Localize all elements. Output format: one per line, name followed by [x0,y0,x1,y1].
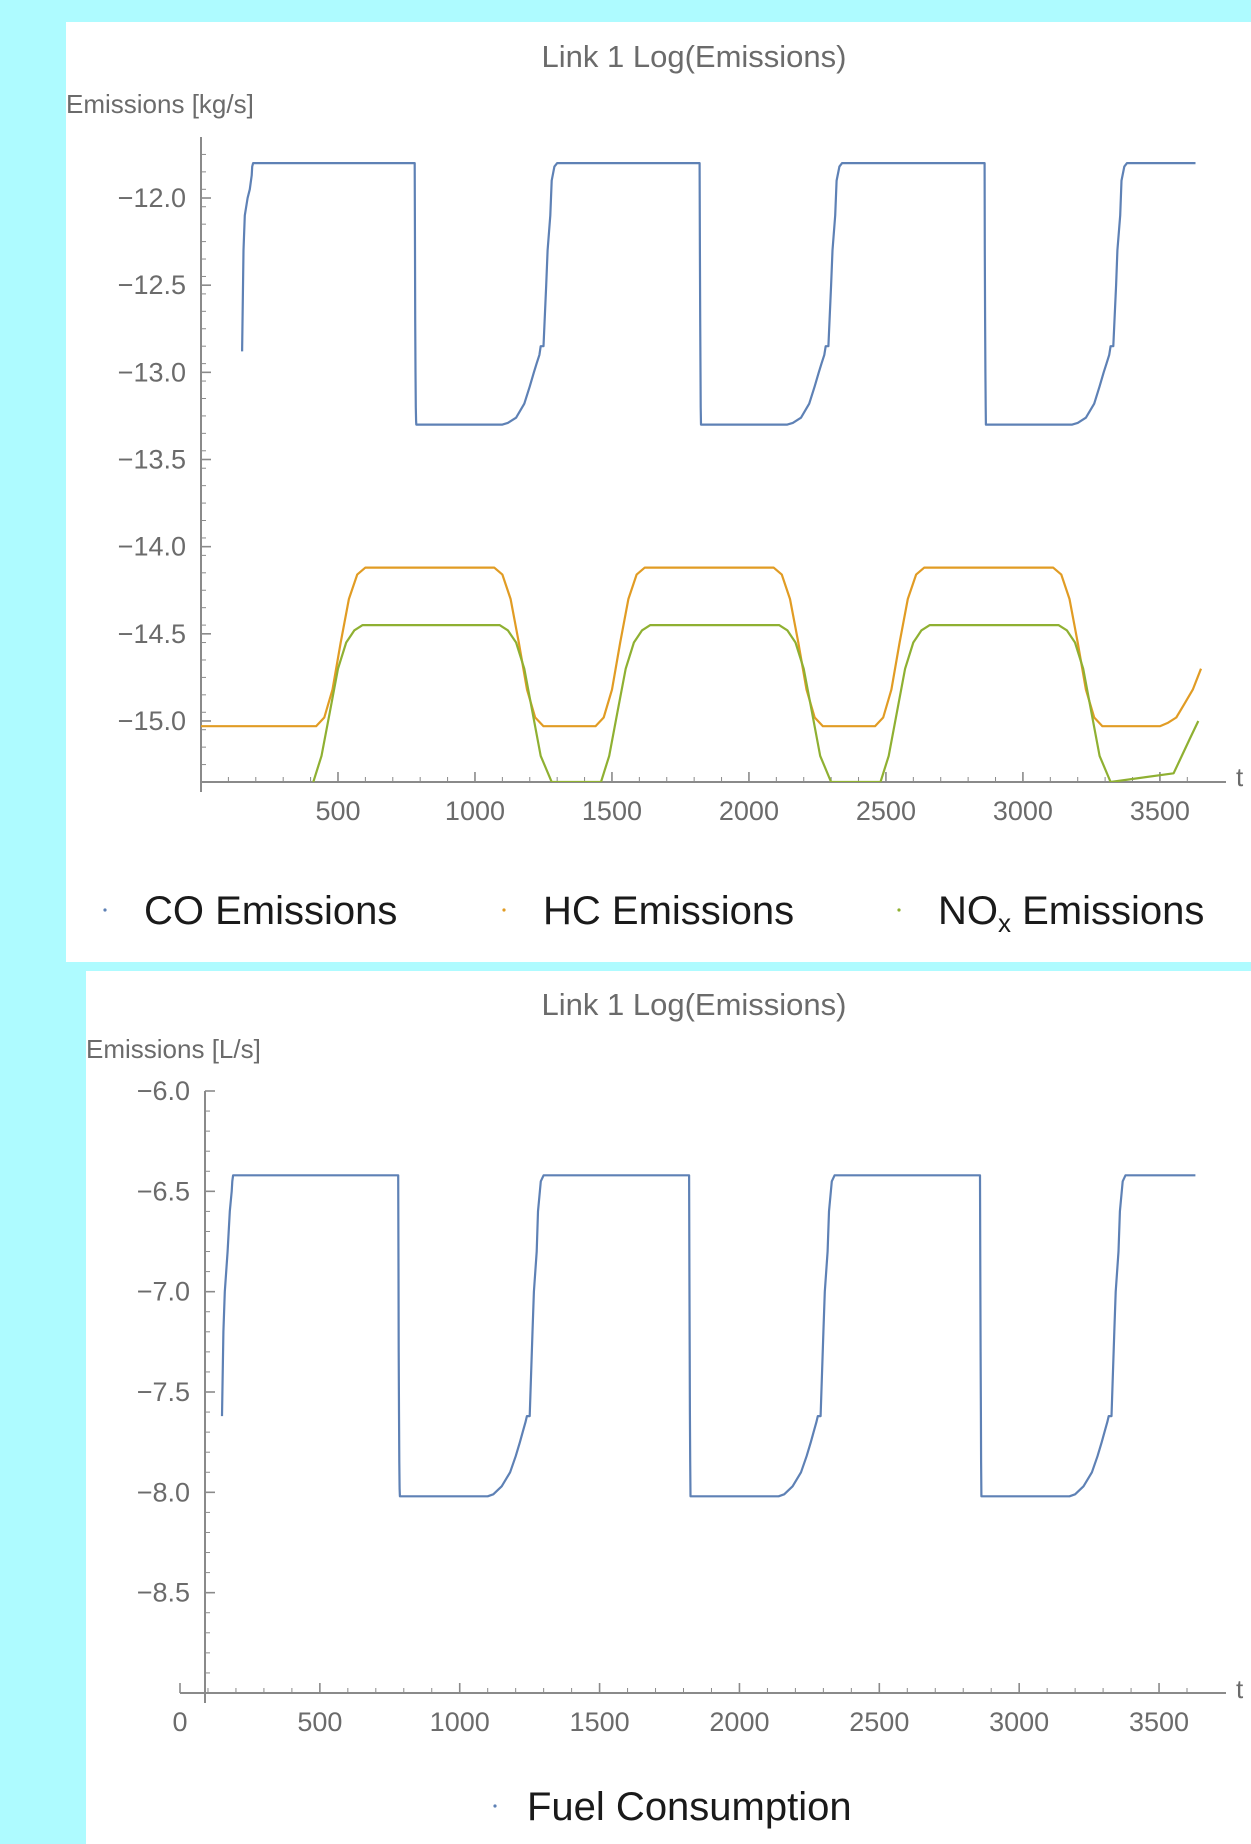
x-tick-label: 500 [315,796,360,826]
x-axis-label: t [1236,762,1244,792]
y-tick-label: −7.5 [137,1377,190,1407]
fuel-chart-panel: Link 1 Log(Emissions) Emissions [L/s] t … [86,971,1251,1844]
x-tick-label: 1500 [570,1707,630,1737]
y-tick-label: −8.0 [137,1477,190,1507]
y-tick-label: −12.0 [118,183,186,213]
legend-marker-hc [502,908,506,912]
x-tick-label: 3500 [1129,1707,1189,1737]
y-tick-label: −6.0 [137,1076,190,1106]
y-tick-label: −14.5 [118,619,186,649]
series-line-0 [241,162,1196,426]
y-tick-label: −14.0 [118,532,186,562]
x-tick-label: 2500 [856,796,916,826]
series-line-2 [312,623,1200,782]
axes: 0 500 1000 1500 2000 2500 3000 3500 −6.0 −6.5 −7.0… [137,1076,1226,1737]
x-tick-label: 2000 [719,796,779,826]
legend-label-nox: NOx Emissions [938,889,1204,938]
y-tick-label: −8.5 [137,1578,190,1608]
legend-label-hc: HC Emissions [543,889,794,933]
chart-title: Link 1 Log(Emissions) [542,39,847,74]
y-tick-label: −13.5 [118,445,186,475]
series-line-0 [220,1174,1196,1498]
legend-label-nox-sub: x [998,908,1011,938]
series-line-1 [201,566,1203,728]
x-tick-label: 2500 [849,1707,909,1737]
legend-label-fuel: Fuel Consumption [527,1785,852,1829]
chart-title: Link 1 Log(Emissions) [542,987,847,1022]
x-axis-label: t [1236,1674,1244,1704]
x-tick-label: 1000 [430,1707,490,1737]
legend-label-co: CO Emissions [144,889,397,933]
legend-label-nox-rest: Emissions [1011,889,1204,933]
x-tick-label: 3000 [989,1707,1049,1737]
legend-label-nox-main: NO [938,889,998,933]
y-tick-label: −13.0 [118,357,186,387]
axes: 500 1000 1500 2000 2500 3000 3500 −12.0 −12.5 −13… [118,137,1226,826]
page-heading-fragment [0,0,1251,22]
fuel-chart: Link 1 Log(Emissions) Emissions [L/s] t … [86,987,1244,1829]
y-tick-label: −12.5 [118,270,186,300]
series-layer [220,1174,1196,1498]
y-axis-label: Emissions [kg/s] [66,89,254,119]
x-tick-label: 1000 [445,796,505,826]
legend: Fuel Consumption [493,1785,852,1829]
x-tick-label: 2000 [709,1707,769,1737]
y-tick-label: −15.0 [118,706,186,736]
legend-marker-co [103,908,107,912]
x-tick-label: 3000 [993,796,1053,826]
x-tick-label: 3500 [1130,796,1190,826]
y-axis-label: Emissions [L/s] [86,1034,261,1064]
legend: CO Emissions HC Emissions NOx Emissions [103,889,1204,938]
legend-marker-fuel [493,1804,497,1808]
x-tick-label: 500 [297,1707,342,1737]
x-tick-label: 1500 [582,796,642,826]
y-tick-label: −6.5 [137,1176,190,1206]
y-tick-label: −7.0 [137,1277,190,1307]
emissions-chart: Link 1 Log(Emissions) Emissions [kg/s] t… [66,39,1244,938]
emissions-chart-panel: Link 1 Log(Emissions) Emissions [kg/s] t… [66,22,1251,962]
legend-marker-nox [897,908,901,912]
series-layer [201,162,1203,782]
x-tick-label: 0 [172,1707,187,1737]
